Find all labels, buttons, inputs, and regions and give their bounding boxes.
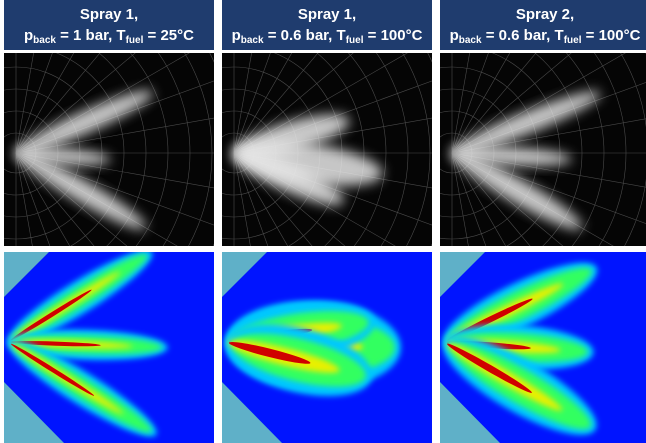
spray-photo (4, 53, 214, 246)
condition-text: = 25°C (143, 27, 194, 44)
spray-photo (440, 53, 646, 246)
symbol: T (337, 27, 346, 44)
subscript: fuel (346, 35, 364, 46)
simulation-image (4, 252, 214, 443)
panel: Spray 1,pback = 0.6 bar, Tfuel = 100°C (222, 0, 432, 443)
panel-header: Spray 1,pback = 0.6 bar, Tfuel = 100°C (222, 0, 432, 50)
panel-header: Spray 2,pback = 0.6 bar, Tfuel = 100°C (440, 0, 646, 50)
symbol: T (116, 27, 125, 44)
panel: Spray 1,pback = 1 bar, Tfuel = 25°C (4, 0, 214, 443)
figure: Spray 1,pback = 1 bar, Tfuel = 25°CSpray… (0, 0, 646, 443)
simulation-image (222, 252, 432, 443)
subscript: back (459, 35, 482, 46)
symbol: p (450, 27, 459, 44)
panel-header: Spray 1,pback = 1 bar, Tfuel = 25°C (4, 0, 214, 50)
spray-photo (222, 53, 432, 246)
panel-title: Spray 2, (440, 4, 646, 25)
symbol: p (24, 27, 33, 44)
subscript: back (241, 35, 264, 46)
condition-text: = 0.6 bar, (264, 27, 337, 44)
panel: Spray 2,pback = 0.6 bar, Tfuel = 100°C (440, 0, 646, 443)
condition-text: = 100°C (363, 27, 422, 44)
panel-condition: pback = 0.6 bar, Tfuel = 100°C (440, 25, 646, 46)
condition-text: = 0.6 bar, (482, 27, 555, 44)
condition-text: = 100°C (581, 27, 640, 44)
panel-title: Spray 1, (4, 4, 214, 25)
panel-condition: pback = 0.6 bar, Tfuel = 100°C (222, 25, 432, 46)
subscript: fuel (564, 35, 582, 46)
condition-text: = 1 bar, (56, 27, 116, 44)
simulation-image (440, 252, 646, 443)
subscript: back (33, 35, 56, 46)
symbol: p (232, 27, 241, 44)
symbol: T (555, 27, 564, 44)
subscript: fuel (126, 35, 144, 46)
panel-condition: pback = 1 bar, Tfuel = 25°C (4, 25, 214, 46)
panel-title: Spray 1, (222, 4, 432, 25)
